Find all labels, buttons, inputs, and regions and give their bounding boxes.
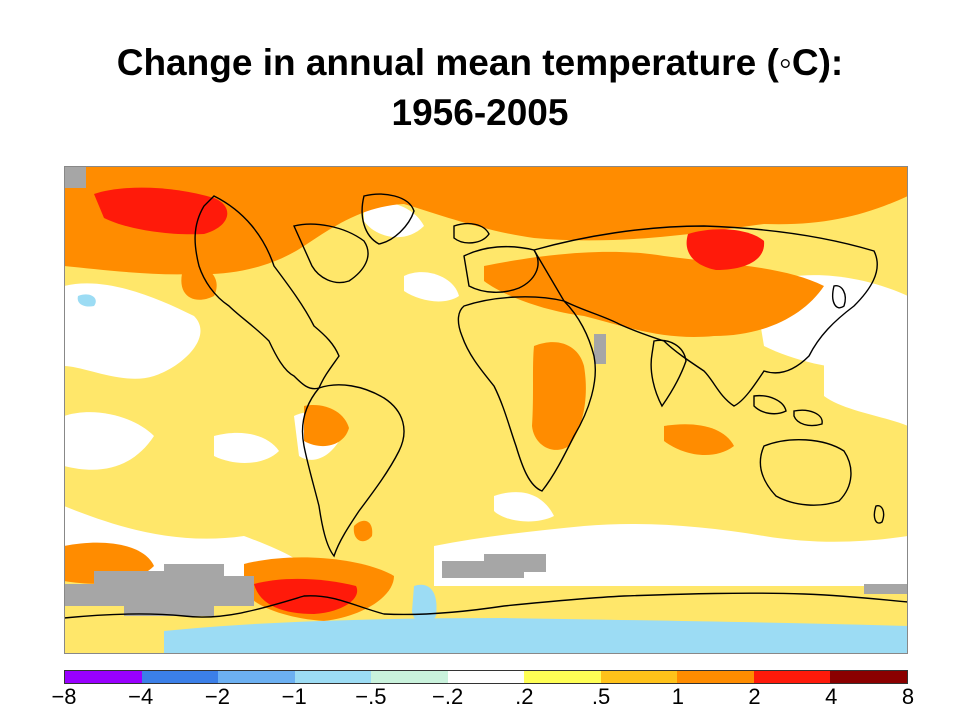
coastlines [64,193,908,619]
legend-swatch [753,671,831,683]
legend-swatch [371,671,448,683]
legend-swatch [830,671,908,683]
map-title: Change in annual mean temperature (◦C): … [0,38,960,138]
legend-swatch [447,671,525,683]
legend-tick-label: 1 [671,684,684,709]
title-line-2: 1956-2005 [391,92,569,133]
title-line-1: Change in annual mean temperature (◦C): [116,42,844,83]
color-legend-bar [64,670,908,684]
temperature-change-map [64,166,908,654]
legend-swatch [65,671,142,683]
legend-tick-label: 8 [901,684,915,709]
legend-swatch [218,671,295,683]
legend-tick-label: −4 [128,684,154,709]
alaska-hotspot [94,187,228,235]
legend-swatch [141,671,219,683]
legend-tick-label: −1 [281,684,307,709]
legend-swatch [524,671,601,683]
hotspot-regions [94,187,765,614]
legend-swatch [677,671,754,683]
color-legend-ticks: −8 −4 −2 −1 −.5 −.2 .2 .5 1 2 4 8 [51,684,914,714]
legend-swatch [600,671,678,683]
legend-tick-label: 2 [748,684,761,709]
antarctica-cooling [164,618,908,654]
legend-tick-label: 4 [825,684,838,709]
legend-tick-label: −2 [204,684,230,709]
legend-tick-label: −.2 [432,684,464,709]
warming-regions [64,166,908,621]
legend-tick-label: .2 [515,684,534,709]
siberia-hotspot [686,229,765,270]
legend-tick-label: −.5 [355,684,387,709]
legend-swatch [294,671,372,683]
no-data-regions [64,166,908,616]
legend-tick-label: .5 [591,684,611,709]
legend-tick-label: −8 [51,684,77,709]
